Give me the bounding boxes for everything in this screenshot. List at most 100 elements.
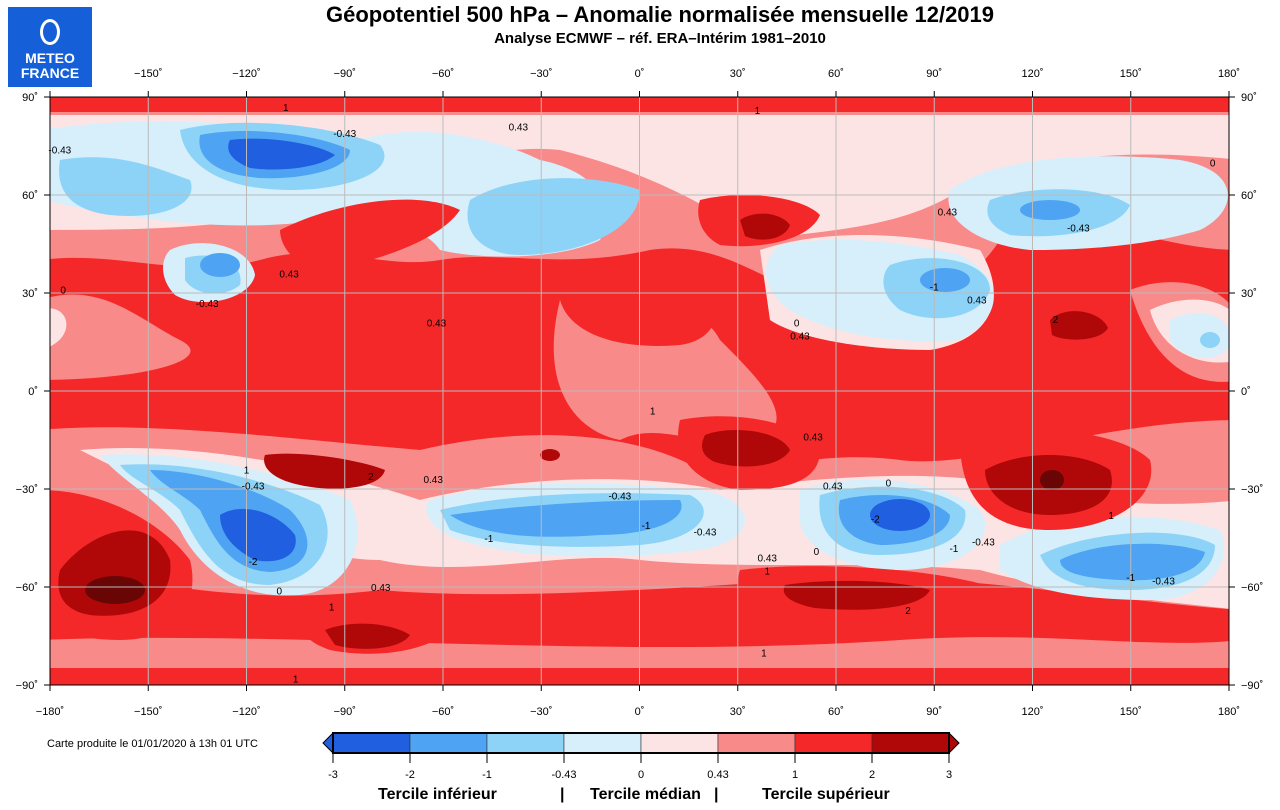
- lon-tick-bottom: 120˚: [1021, 706, 1043, 718]
- legend-swatch: [871, 732, 950, 754]
- map-field: [50, 97, 1229, 685]
- lon-tick-top: 90˚: [926, 68, 942, 80]
- legend-level-label: 1: [792, 769, 798, 781]
- lon-tick-bottom: 60˚: [828, 706, 844, 718]
- contour-label: 0.43: [757, 554, 777, 565]
- lon-tick-top: 150˚: [1120, 68, 1142, 80]
- contour-label: -0.43: [1152, 576, 1175, 587]
- logo-line1: METEO: [25, 50, 75, 66]
- lon-tick-bottom: −30˚: [530, 706, 552, 718]
- contour-label: -2: [249, 557, 258, 568]
- legend-arrow-low: [322, 731, 334, 755]
- lon-tick-bottom: 150˚: [1120, 706, 1142, 718]
- contour-label: 1: [244, 465, 250, 476]
- contour-label: -1: [642, 521, 651, 532]
- logo-mark-icon: [40, 19, 60, 45]
- lat-tick-right: 60˚: [1241, 190, 1257, 202]
- lon-tick-bottom: 30˚: [730, 706, 746, 718]
- legend-swatch: [640, 732, 719, 754]
- legend-level-label: 0: [638, 769, 644, 781]
- contour-label: -0.43: [48, 145, 71, 156]
- lat-tick-right: −90˚: [1241, 680, 1263, 692]
- lon-tick-bottom: −90˚: [334, 706, 356, 718]
- contour-label: -0.43: [1067, 224, 1090, 235]
- legend-arrow-high: [948, 731, 960, 755]
- legend-level-label: 0.43: [707, 769, 728, 781]
- lat-tick-right: 90˚: [1241, 92, 1257, 104]
- tercile-lower-label: Tercile inférieur: [378, 786, 497, 803]
- lat-tick-left: 0˚: [28, 386, 38, 398]
- legend-level-label: -1: [482, 769, 492, 781]
- production-date: Carte produite le 01/01/2020 à 13h 01 UT…: [47, 738, 258, 750]
- contour-label: -1: [930, 282, 939, 293]
- tercile-upper-label: Tercile supérieur: [762, 786, 890, 803]
- contour-label: 1: [650, 407, 656, 418]
- contour-label: 2: [905, 606, 911, 617]
- lat-tick-left: 90˚: [22, 92, 38, 104]
- contour-label: 0: [276, 586, 282, 597]
- lat-tick-right: −30˚: [1241, 484, 1263, 496]
- legend-swatch: [717, 732, 796, 754]
- contour-label: 0.43: [803, 433, 823, 444]
- lon-tick-bottom: 90˚: [926, 706, 942, 718]
- lon-tick-bottom: 180˚: [1218, 706, 1240, 718]
- contour-label: 1: [1108, 511, 1114, 522]
- lon-tick-top: −90˚: [334, 68, 356, 80]
- lat-tick-right: 0˚: [1241, 386, 1251, 398]
- contour-label: -1: [484, 534, 493, 545]
- lon-tick-bottom: −180˚: [36, 706, 64, 718]
- contour-label: 0: [1210, 158, 1216, 169]
- logo-line2: FRANCE: [20, 65, 80, 81]
- lon-tick-bottom: −120˚: [232, 706, 260, 718]
- contour-label: -0.43: [972, 537, 995, 548]
- lon-tick-top: −60˚: [432, 68, 454, 80]
- contour-label: 0.43: [790, 331, 810, 342]
- lon-tick-top: 120˚: [1021, 68, 1043, 80]
- lon-tick-bottom: 0˚: [635, 706, 645, 718]
- contour-label: 0.43: [967, 296, 987, 307]
- legend-swatch: [332, 732, 411, 754]
- lon-tick-top: −150˚: [134, 68, 162, 80]
- lat-tick-right: 30˚: [1241, 288, 1257, 300]
- contour-label: 0: [60, 286, 66, 297]
- contour-label: -0.43: [694, 527, 717, 538]
- lon-tick-top: 30˚: [730, 68, 746, 80]
- lon-tick-bottom: −150˚: [134, 706, 162, 718]
- contour-label: -0.43: [333, 129, 356, 140]
- contour-label: 0.43: [427, 318, 447, 329]
- contour-label: -1: [949, 544, 958, 555]
- tercile-separator: |: [560, 786, 565, 803]
- contour-label: -0.43: [196, 299, 219, 310]
- contour-label: 1: [293, 674, 299, 685]
- lon-tick-bottom: −60˚: [432, 706, 454, 718]
- map-title: Géopotentiel 500 hPa – Anomalie normalis…: [325, 2, 995, 27]
- lon-tick-top: −120˚: [232, 68, 260, 80]
- tercile-median-label: Tercile médian: [590, 786, 701, 803]
- tercile-separator: |: [714, 786, 719, 803]
- legend-level-label: -3: [328, 769, 338, 781]
- contour-label: 0.43: [279, 269, 299, 280]
- contour-label: 0: [814, 547, 820, 558]
- contour-label: 1: [764, 567, 770, 578]
- contour-label: 0.43: [938, 207, 958, 218]
- legend-level-label: 3: [946, 769, 952, 781]
- lon-tick-top: 60˚: [828, 68, 844, 80]
- contour-label: -1: [1126, 573, 1135, 584]
- contour-label: -2: [871, 514, 880, 525]
- contour-label: 1: [329, 603, 335, 614]
- legend-swatch: [794, 732, 873, 754]
- map-subtitle: Analyse ECMWF – réf. ERA–Intérim 1981–20…: [494, 30, 826, 47]
- contour-labels: -0.43 0.43 -0.43 -0.43 0.43 0.43 1 1 0 0.43 -0.43 -…: [48, 103, 1215, 686]
- contour-label: -0.43: [242, 482, 265, 493]
- legend-level-label: -2: [405, 769, 415, 781]
- lat-tick-left: −30˚: [16, 484, 38, 496]
- legend-swatch: [563, 732, 642, 754]
- legend-swatch: [486, 732, 565, 754]
- contour-label: 1: [283, 103, 289, 114]
- contour-label: 0.43: [509, 122, 529, 133]
- contour-label: -0.43: [608, 492, 631, 503]
- lat-tick-left: −60˚: [16, 582, 38, 594]
- lon-tick-top: 0˚: [635, 68, 645, 80]
- contour-label: 0.43: [823, 482, 843, 493]
